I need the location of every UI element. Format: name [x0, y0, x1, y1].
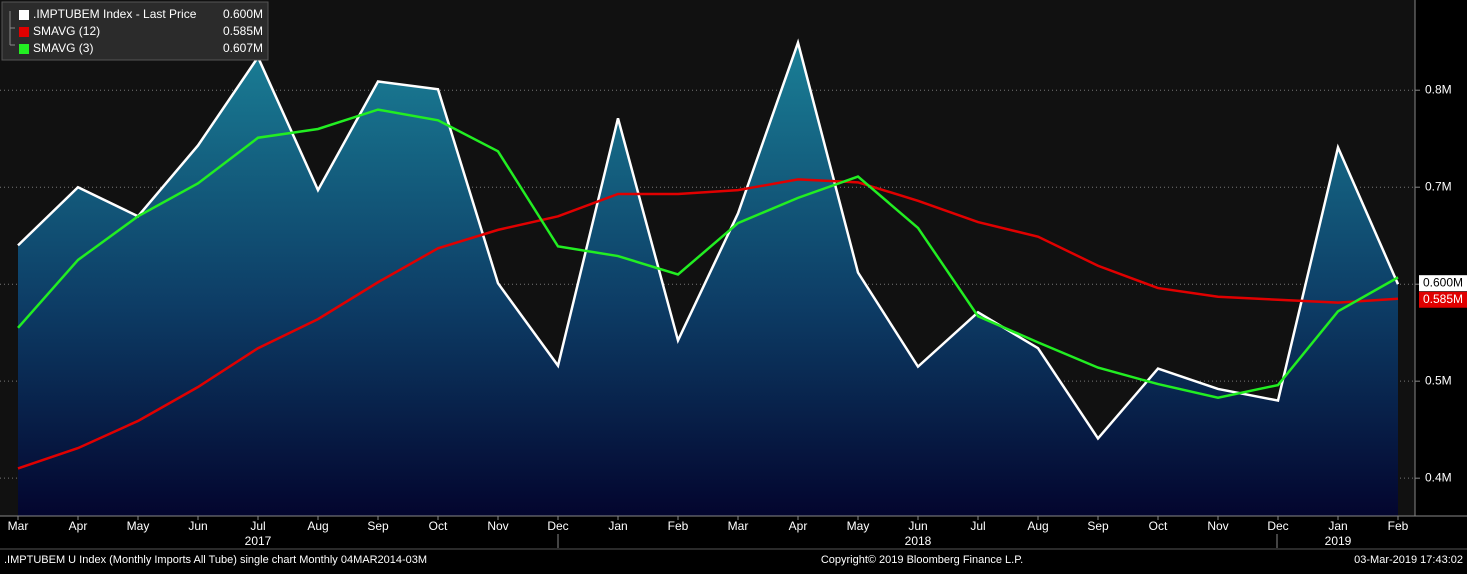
legend-label: SMAVG (12) [33, 24, 100, 38]
x-tick-label: May [847, 519, 870, 533]
x-tick-label: Sep [1087, 519, 1109, 533]
series-line [17, 178, 1399, 470]
legend-label: SMAVG (3) [33, 41, 93, 55]
last-value-badge [1419, 291, 1467, 308]
legend-value: 0.607M [223, 41, 263, 55]
x-tick-label: Jan [1328, 519, 1347, 533]
legend-tree [9, 11, 15, 46]
x-tick-label: Oct [429, 519, 448, 533]
x-tick-label: May [127, 519, 150, 533]
x-tick-label: Mar [728, 519, 749, 533]
x-tick-label: Nov [487, 519, 508, 533]
year-label: 2018 [905, 534, 932, 548]
x-tick-label: Jan [608, 519, 627, 533]
legend-box [1, 1, 269, 61]
legend-swatch [19, 27, 29, 37]
legend-swatch [19, 44, 29, 54]
last-value-label: 0.585M [1423, 292, 1463, 306]
x-tick-label: Apr [789, 519, 808, 533]
last-value-badge [1419, 275, 1467, 292]
last-value-label: 0.600M [1423, 275, 1463, 289]
x-tick-label: Feb [668, 519, 689, 533]
x-tick-label: Jun [188, 519, 207, 533]
legend-value: 0.585M [223, 24, 263, 38]
x-tick-label: Dec [547, 519, 568, 533]
x-tick-label: Oct [1149, 519, 1168, 533]
x-tick-label: Jun [908, 519, 927, 533]
x-tick-label: Mar [8, 519, 29, 533]
x-tick-label: Nov [1207, 519, 1228, 533]
x-tick-label: Apr [69, 519, 88, 533]
x-tick-label: Dec [1267, 519, 1288, 533]
x-tick-label: Jul [970, 519, 985, 533]
footer-right: 03-Mar-2019 17:43:02 [1354, 554, 1463, 566]
y-tick-label: 0.4M [1425, 470, 1452, 484]
year-label: 2019 [1325, 534, 1352, 548]
year-label: 2017 [245, 534, 272, 548]
x-tick-label: Jul [250, 519, 265, 533]
y-tick-label: 0.7M [1425, 179, 1452, 193]
footer-center: Copyright© 2019 Bloomberg Finance L.P. [821, 554, 1023, 566]
x-tick-label: Aug [307, 519, 328, 533]
x-tick-label: Aug [1027, 519, 1048, 533]
x-tick-label: Feb [1388, 519, 1409, 533]
series-line [17, 38, 1400, 441]
series-line [17, 108, 1399, 399]
y-tick-label: 0.8M [1425, 82, 1452, 96]
legend-swatch [19, 10, 29, 20]
y-tick-label: 0.5M [1425, 373, 1452, 387]
x-tick-label: Sep [367, 519, 389, 533]
legend-label: .IMPTUBEM Index - Last Price [33, 7, 197, 21]
legend-value: 0.600M [223, 7, 263, 21]
footer-left: .IMPTUBEM U Index (Monthly Imports All T… [4, 554, 427, 566]
